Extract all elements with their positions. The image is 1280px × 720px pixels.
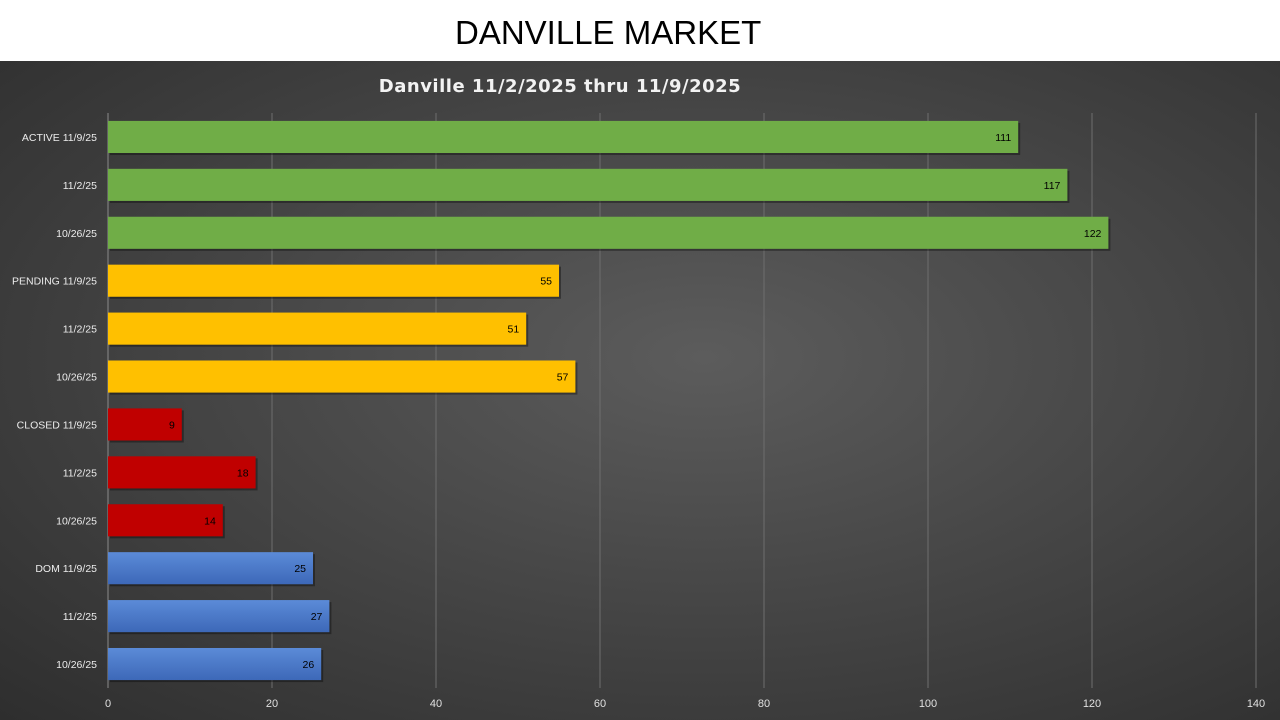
bar [108, 216, 1109, 249]
data-label: 26 [303, 659, 315, 671]
bar [108, 456, 256, 489]
category-label: 10/26/25 [56, 372, 97, 384]
category-label: 10/26/25 [56, 659, 97, 671]
bar [108, 168, 1068, 201]
x-tick-label: 120 [1083, 698, 1101, 710]
slide-title: DANVILLE MARKET [455, 14, 762, 51]
data-label: 27 [311, 611, 323, 623]
category-label: 11/2/25 [63, 324, 97, 336]
bar [108, 552, 313, 585]
category-label: ACTIVE 11/9/25 [22, 132, 97, 144]
data-label: 9 [169, 419, 175, 431]
gridlines [107, 113, 1257, 688]
data-label: 25 [294, 563, 306, 575]
chart-title: Danville 11/2/2025 thru 11/9/2025 [379, 76, 741, 97]
x-tick-label: 100 [919, 698, 937, 710]
bar [108, 408, 182, 441]
bar-chart: Danville 11/2/2025 thru 11/9/2025 111 117… [12, 76, 1265, 710]
x-tick-label: 80 [758, 698, 770, 710]
slide-header: DANVILLE MARKET [0, 0, 1280, 61]
category-label: 11/2/25 [63, 611, 97, 623]
category-label: CLOSED 11/9/25 [17, 419, 98, 431]
bar [108, 504, 223, 537]
data-label: 117 [1044, 180, 1061, 192]
data-label: 18 [237, 467, 249, 479]
data-label: 55 [540, 276, 552, 288]
category-label: PENDING 11/9/25 [12, 276, 97, 288]
data-label: 51 [508, 324, 520, 336]
x-axis-tick-labels: 0 20 40 60 80 100 120 140 [105, 698, 1265, 710]
chart-area: Danville 11/2/2025 thru 11/9/2025 111 117… [0, 61, 1280, 720]
bar [108, 264, 559, 297]
bar [108, 600, 330, 633]
data-label: 111 [995, 132, 1011, 144]
x-tick-label: 140 [1247, 698, 1265, 710]
data-label: 122 [1084, 228, 1102, 240]
x-tick-label: 60 [594, 698, 606, 710]
x-tick-label: 20 [266, 698, 278, 710]
x-tick-label: 0 [105, 698, 111, 710]
category-label: 10/26/25 [56, 228, 97, 240]
bar [108, 312, 527, 345]
x-tick-label: 40 [430, 698, 442, 710]
category-labels: ACTIVE 11/9/25 11/2/25 10/26/25 PENDING 11/… [12, 132, 97, 671]
data-label: 57 [557, 372, 569, 384]
category-label: 11/2/25 [63, 180, 97, 192]
bars: 111 117 122 55 51 57 9 18 14 25 27 26 [108, 120, 1111, 683]
bar [108, 120, 1019, 154]
category-label: 10/26/25 [56, 515, 97, 527]
category-label: DOM 11/9/25 [35, 563, 97, 575]
bar [108, 360, 576, 393]
bar [108, 647, 322, 681]
data-label: 14 [204, 515, 216, 527]
category-label: 11/2/25 [63, 467, 97, 479]
